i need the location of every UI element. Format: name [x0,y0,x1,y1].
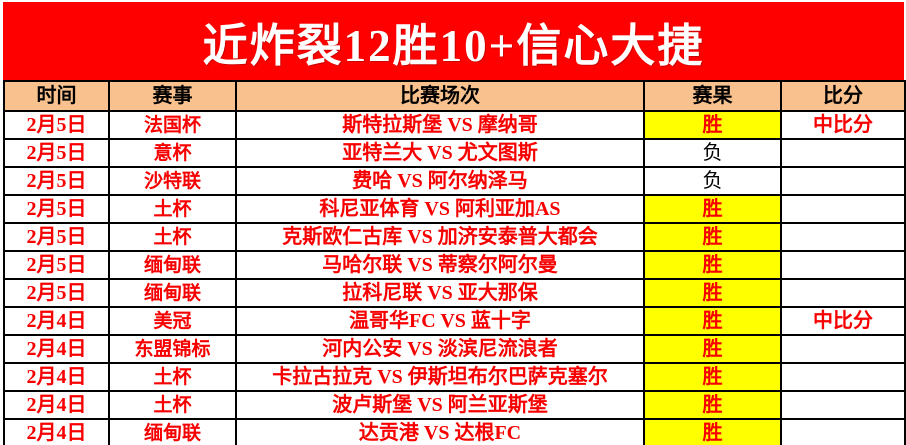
result-cell: 胜 [643,222,782,252]
date-cell: 2月5日 [3,138,110,168]
score-cell [780,362,906,392]
league-cell: 缅甸联 [108,250,237,280]
table-row: 2月4日 土杯 波卢斯堡 VS 阿兰亚斯堡胜 [3,390,906,420]
table-row: 2月5日 沙特联 费哈 VS 阿尔纳泽马负 [3,166,906,196]
date-cell: 2月4日 [3,334,110,364]
match-cell: 斯特拉斯堡 VS 摩纳哥 [235,110,645,140]
match-cell: 拉科尼联 VS 亚大那保 [235,278,645,308]
match-cell: 波卢斯堡 VS 阿兰亚斯堡 [235,390,645,420]
date-cell: 2月5日 [3,278,110,308]
col-header-match: 比赛场次 [235,80,645,112]
result-cell: 负 [643,166,782,196]
banner-title: 近炸裂12胜10+信心大捷 [202,20,705,71]
score-cell: 中比分 [780,306,906,336]
league-cell: 沙特联 [108,166,237,196]
score-cell [780,390,906,420]
table-row: 2月4日 缅甸联 达贡港 VS 达根FC 胜 [3,418,906,445]
league-cell: 美冠 [108,306,237,336]
result-cell: 胜 [643,250,782,280]
match-cell: 温哥华FC VS 蓝十字 [235,306,645,336]
date-cell: 2月4日 [3,418,110,445]
league-cell: 意杯 [108,138,237,168]
result-cell: 胜 [643,278,782,308]
result-cell: 胜 [643,194,782,224]
result-cell: 胜 [643,306,782,336]
table-row: 2月5日 缅甸联 拉科尼联 VS 亚大那保胜 [3,278,906,308]
table-row: 2月4日 东盟锦标 河内公安 VS 淡滨尼流浪者胜 [3,334,906,364]
score-cell [780,278,906,308]
league-cell: 法国杯 [108,110,237,140]
match-cell: 克斯欧仁古库 VS 加济安泰普大都会 [235,222,645,252]
date-cell: 2月5日 [3,110,110,140]
col-header-time: 时间 [3,80,110,112]
league-cell: 缅甸联 [108,418,237,445]
league-cell: 土杯 [108,390,237,420]
table-body: 2月5日 法国杯 斯特拉斯堡 VS 摩纳哥胜中比分 2月5日 意杯 亚特兰大 VS 尤文图… [3,110,906,445]
result-cell: 胜 [643,390,782,420]
results-table: 时间 赛事 比赛场次 赛果 比分 2月5日 法国杯 斯特拉斯堡 VS 摩纳哥胜中比分… [3,80,906,445]
table-row: 2月4日 土杯 卡拉古拉克 VS 伊斯坦布尔巴萨克塞尔胜 [3,362,906,392]
result-cell: 胜 [643,110,782,140]
score-cell [780,138,906,168]
col-header-league: 赛事 [108,80,237,112]
league-cell: 东盟锦标 [108,334,237,364]
date-cell: 2月5日 [3,194,110,224]
table-row: 2月5日 土杯 克斯欧仁古库 VS 加济安泰普大都会胜 [3,222,906,252]
date-cell: 2月4日 [3,390,110,420]
score-cell [780,418,906,445]
match-cell: 马哈尔联 VS 蒂察尔阿尔曼 [235,250,645,280]
col-header-score: 比分 [780,80,906,112]
score-cell: 中比分 [780,110,906,140]
table-row: 2月4日 美冠 温哥华FC VS 蓝十字胜中比分 [3,306,906,336]
match-cell: 费哈 VS 阿尔纳泽马 [235,166,645,196]
score-cell [780,222,906,252]
league-cell: 缅甸联 [108,278,237,308]
match-cell: 科尼亚体育 VS 阿利亚加AS [235,194,645,224]
promo-sheet: 近炸裂12胜10+信心大捷 时间 赛事 比赛场次 赛果 比分 2月5日 法国杯 斯特… [3,2,906,445]
score-cell [780,166,906,196]
league-cell: 土杯 [108,194,237,224]
score-cell [780,334,906,364]
result-cell: 胜 [643,362,782,392]
match-cell: 达贡港 VS 达根FC [235,418,645,445]
score-cell [780,250,906,280]
col-header-result: 赛果 [643,80,782,112]
table-row: 2月5日 意杯 亚特兰大 VS 尤文图斯负 [3,138,906,168]
result-cell: 胜 [643,334,782,364]
date-cell: 2月5日 [3,166,110,196]
league-cell: 土杯 [108,362,237,392]
table-row: 2月5日 法国杯 斯特拉斯堡 VS 摩纳哥胜中比分 [3,110,906,140]
date-cell: 2月5日 [3,250,110,280]
match-cell: 河内公安 VS 淡滨尼流浪者 [235,334,645,364]
match-cell: 亚特兰大 VS 尤文图斯 [235,138,645,168]
match-cell: 卡拉古拉克 VS 伊斯坦布尔巴萨克塞尔 [235,362,645,392]
banner: 近炸裂12胜10+信心大捷 [3,2,904,80]
result-cell: 胜 [643,418,782,445]
table-row: 2月5日 缅甸联 马哈尔联 VS 蒂察尔阿尔曼胜 [3,250,906,280]
table-row: 2月5日 土杯 科尼亚体育 VS 阿利亚加AS 胜 [3,194,906,224]
date-cell: 2月5日 [3,222,110,252]
score-cell [780,194,906,224]
league-cell: 土杯 [108,222,237,252]
date-cell: 2月4日 [3,362,110,392]
table-header-row: 时间 赛事 比赛场次 赛果 比分 [3,80,906,112]
date-cell: 2月4日 [3,306,110,336]
result-cell: 负 [643,138,782,168]
